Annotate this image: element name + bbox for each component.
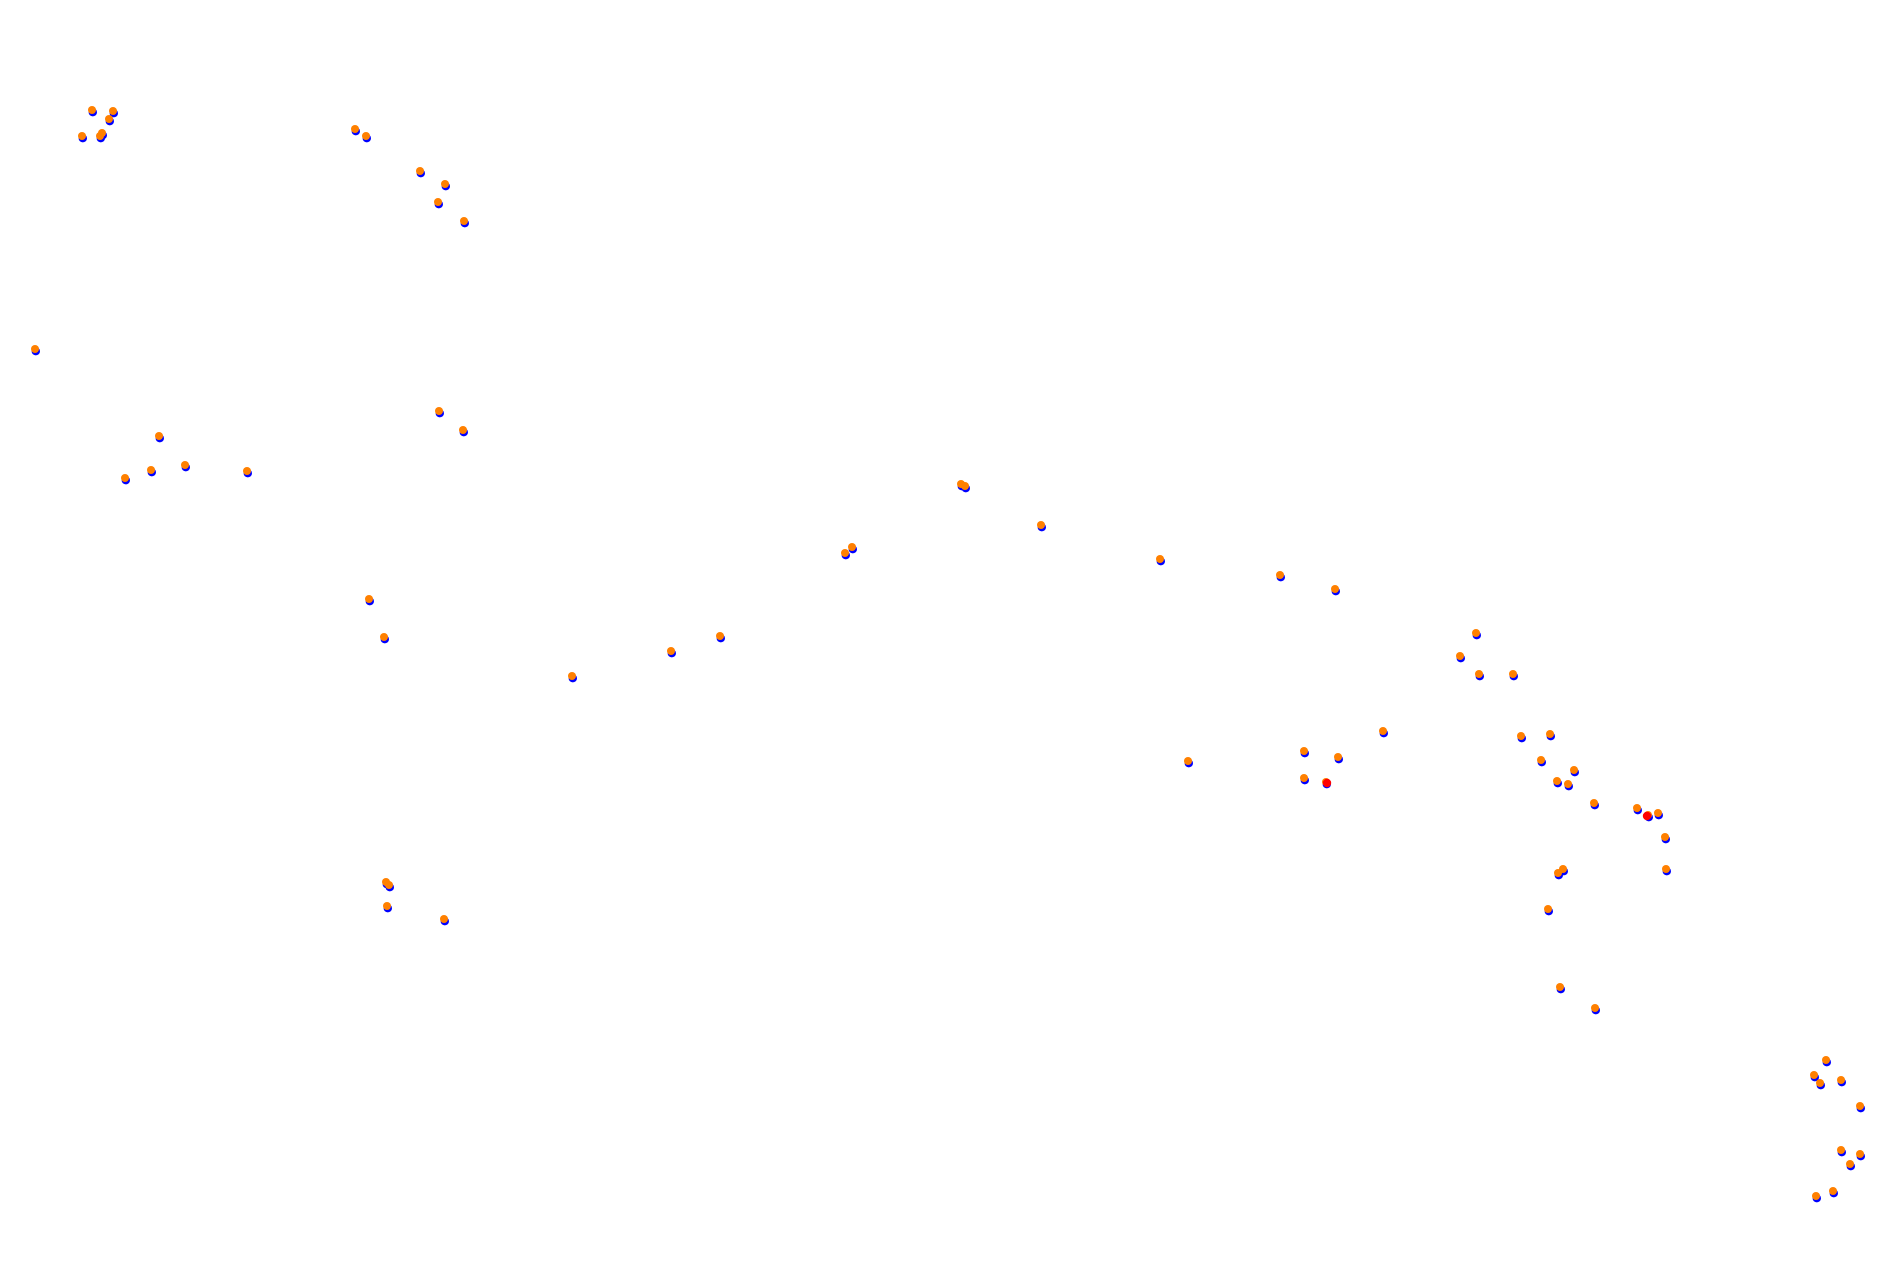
blue-marker-layer xyxy=(31,108,1866,1203)
orange-point xyxy=(109,107,117,115)
orange-point xyxy=(841,549,849,557)
orange-point xyxy=(1184,757,1192,765)
orange-point xyxy=(716,632,724,640)
orange-point xyxy=(1475,670,1483,678)
orange-point xyxy=(440,915,448,923)
orange-point xyxy=(1334,753,1342,761)
orange-point xyxy=(459,426,467,434)
orange-point xyxy=(1556,983,1564,991)
orange-point xyxy=(1822,1056,1830,1064)
orange-point xyxy=(31,345,39,353)
orange-point xyxy=(1856,1150,1864,1158)
red-marker-layer xyxy=(1322,778,1652,821)
orange-point xyxy=(1544,905,1552,913)
orange-point xyxy=(1553,777,1561,785)
orange-point xyxy=(147,466,155,474)
orange-point xyxy=(1590,799,1598,807)
orange-point xyxy=(1472,629,1480,637)
orange-point xyxy=(121,474,129,482)
orange-point xyxy=(362,132,370,140)
orange-point xyxy=(382,878,390,886)
orange-point xyxy=(1517,732,1525,740)
orange-point xyxy=(1662,865,1670,873)
orange-point xyxy=(1829,1187,1837,1195)
orange-point xyxy=(1509,670,1517,678)
orange-point xyxy=(1559,865,1567,873)
orange-point xyxy=(1300,747,1308,755)
orange-point xyxy=(1856,1102,1864,1110)
orange-point xyxy=(181,461,189,469)
orange-point xyxy=(1812,1192,1820,1200)
orange-point xyxy=(1564,780,1572,788)
orange-point xyxy=(1837,1146,1845,1154)
orange-point xyxy=(1816,1079,1824,1087)
orange-point xyxy=(1156,555,1164,563)
orange-point xyxy=(88,106,96,114)
orange-point xyxy=(1810,1071,1818,1079)
orange-point xyxy=(848,543,856,551)
orange-marker-layer xyxy=(31,106,1864,1200)
orange-point xyxy=(1846,1160,1854,1168)
orange-point xyxy=(1331,585,1339,593)
orange-point xyxy=(1591,1004,1599,1012)
red-point xyxy=(1322,778,1332,788)
red-point xyxy=(1642,811,1652,821)
orange-point xyxy=(1379,727,1387,735)
orange-point xyxy=(1570,766,1578,774)
orange-point xyxy=(1661,833,1669,841)
orange-point xyxy=(441,180,449,188)
orange-point xyxy=(383,902,391,910)
orange-point xyxy=(1654,809,1662,817)
orange-point xyxy=(667,647,675,655)
orange-point xyxy=(98,129,106,137)
orange-point xyxy=(365,595,373,603)
orange-point xyxy=(1633,804,1641,812)
orange-point xyxy=(1276,571,1284,579)
orange-point xyxy=(1546,730,1554,738)
orange-point xyxy=(1300,774,1308,782)
orange-point xyxy=(1037,521,1045,529)
orange-point xyxy=(957,480,965,488)
orange-point xyxy=(1456,652,1464,660)
orange-point xyxy=(1537,756,1545,764)
orange-point xyxy=(105,115,113,123)
orange-point xyxy=(243,467,251,475)
orange-point xyxy=(351,125,359,133)
orange-point xyxy=(460,217,468,225)
orange-point xyxy=(380,633,388,641)
orange-point xyxy=(1837,1076,1845,1084)
orange-point xyxy=(155,432,163,440)
orange-point xyxy=(434,198,442,206)
orange-point xyxy=(435,407,443,415)
orange-point xyxy=(568,672,576,680)
orange-point xyxy=(78,132,86,140)
orange-point xyxy=(416,167,424,175)
